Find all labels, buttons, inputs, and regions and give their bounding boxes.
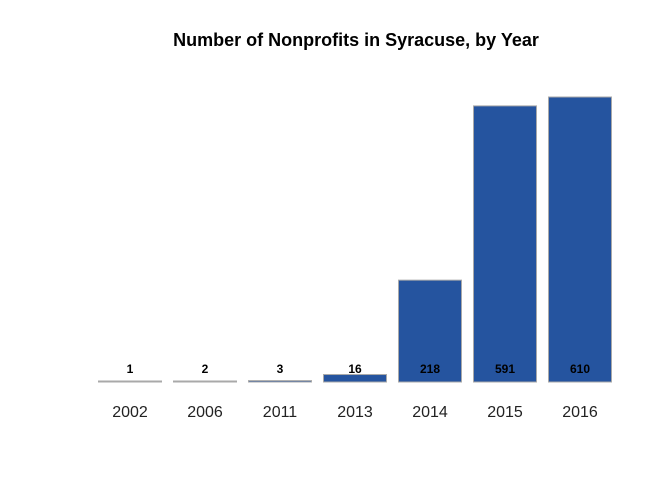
x-tick-label-2011: 2011 (263, 404, 298, 421)
bar-2002 (98, 380, 162, 383)
x-tick-label-2013: 2013 (337, 404, 373, 421)
bars-layer (98, 96, 612, 383)
x-tick-label-2002: 2002 (112, 404, 148, 421)
x-tick-label-2016: 2016 (562, 404, 598, 421)
chart-title: Number of Nonprofits in Syracuse, by Yea… (173, 30, 539, 50)
x-tick-label-2006: 2006 (187, 404, 223, 421)
data-label-2015: 591 (495, 362, 515, 376)
data-label-2011: 3 (277, 362, 284, 376)
data-label-2002: 1 (127, 362, 134, 376)
data-label-2014: 218 (420, 362, 440, 376)
x-axis-tick-labels: 2002 2006 2011 2013 2014 2015 2016 (112, 404, 598, 421)
bar-2016 (548, 96, 612, 383)
x-tick-label-2014: 2014 (412, 404, 448, 421)
bar-2014 (398, 279, 462, 383)
x-tick-label-2015: 2015 (487, 404, 523, 421)
bar-2013 (323, 374, 387, 383)
bar-2011 (248, 380, 312, 383)
bar-2015 (473, 105, 537, 383)
data-label-2006: 2 (202, 362, 209, 376)
bar-2006 (173, 380, 237, 383)
data-labels-layer: 1 2 3 16 218 591 610 (127, 362, 591, 376)
data-label-2013: 16 (348, 362, 362, 376)
data-label-2016: 610 (570, 362, 590, 376)
